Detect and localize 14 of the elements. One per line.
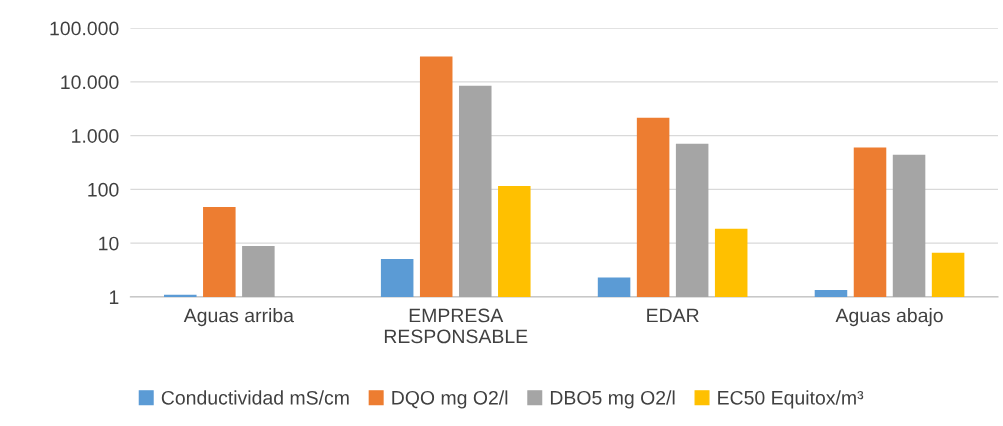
y-tick-label: 100 [88,182,119,197]
x-tick-label: Aguas arriba [183,308,294,327]
legend-label: Conductividad mS/cm [161,390,349,405]
x-tick-label: Aguas abajo [835,308,943,327]
x-tick-label: EDAR [647,308,699,323]
y-tick-label: 100.000 [50,21,119,36]
legend-label: EC50 Equitox/m³ [718,390,864,409]
x-tick-label: EMPRESA RESPONSABLE [384,308,528,344]
y-tick-label: 10 [99,236,119,251]
legend-label: DQO mg O2/l [392,390,508,409]
y-tick-label: 10.000 [61,75,119,90]
legend-label: DBO5 mg O2/l [550,390,675,409]
y-tick-label: 1 [109,290,119,304]
y-tick-label: 1.000 [72,129,119,143]
